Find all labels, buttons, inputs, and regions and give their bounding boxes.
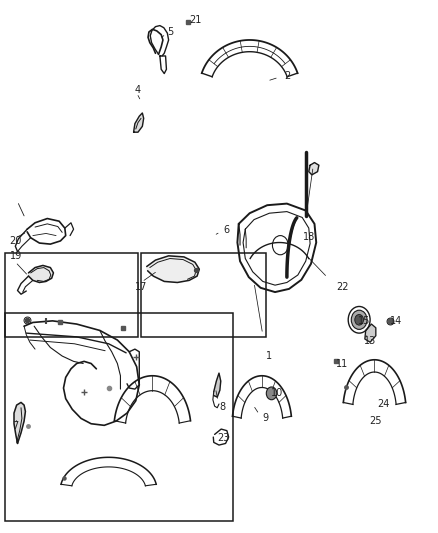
Circle shape <box>351 310 367 329</box>
Text: 20: 20 <box>10 236 22 246</box>
Text: 6: 6 <box>223 225 230 235</box>
Text: 25: 25 <box>370 416 382 426</box>
Bar <box>5 253 138 337</box>
Text: 15: 15 <box>358 316 371 326</box>
Text: 8: 8 <box>219 402 225 411</box>
Polygon shape <box>28 265 53 282</box>
Text: 23: 23 <box>217 433 229 443</box>
Bar <box>5 313 233 521</box>
Circle shape <box>266 387 277 400</box>
Text: 4: 4 <box>135 85 141 94</box>
Text: 17: 17 <box>135 282 147 292</box>
Text: 9: 9 <box>262 414 268 423</box>
Text: 24: 24 <box>378 399 390 409</box>
Bar <box>141 253 266 337</box>
Polygon shape <box>309 163 319 175</box>
Text: 10: 10 <box>271 388 283 398</box>
Polygon shape <box>214 373 221 397</box>
Text: 18: 18 <box>303 232 315 242</box>
Text: 21: 21 <box>189 15 201 25</box>
Text: 7: 7 <box>12 422 18 431</box>
Text: 1: 1 <box>266 351 272 361</box>
Text: 13: 13 <box>364 336 377 346</box>
Polygon shape <box>365 324 376 342</box>
Polygon shape <box>147 256 199 282</box>
Text: 19: 19 <box>10 251 22 261</box>
Text: 11: 11 <box>336 359 349 368</box>
Circle shape <box>355 314 364 325</box>
Text: 2: 2 <box>284 71 290 80</box>
Text: 14: 14 <box>390 316 402 326</box>
Polygon shape <box>14 402 25 443</box>
Polygon shape <box>134 113 144 132</box>
Text: 5: 5 <box>167 27 173 37</box>
Text: 22: 22 <box>336 282 349 292</box>
